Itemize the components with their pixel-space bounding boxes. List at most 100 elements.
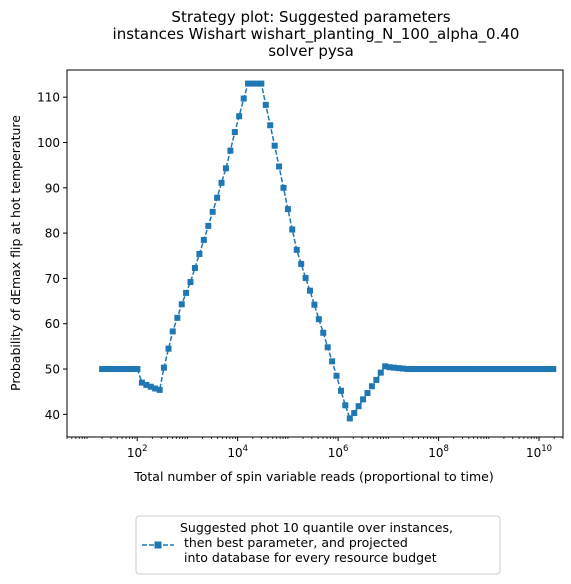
data-point <box>466 366 473 373</box>
x-tick-label: 106 <box>328 444 349 460</box>
y-tick-label: 110 <box>37 91 60 105</box>
data-point <box>479 366 486 373</box>
y-axis-label: Probability of dEmax flip at hot tempera… <box>8 115 23 391</box>
data-point <box>200 236 207 243</box>
chart-title-line-1: Strategy plot: Suggested parameters <box>171 8 450 26</box>
data-point <box>355 403 362 410</box>
data-point <box>368 383 375 390</box>
data-point <box>536 366 543 373</box>
data-point <box>302 274 309 281</box>
data-point <box>271 142 278 149</box>
data-point <box>417 366 424 373</box>
data-point <box>386 364 393 371</box>
legend-entry-label: Suggested phot 10 quantile over instance… <box>180 520 453 565</box>
data-point <box>426 366 433 373</box>
legend: Suggested phot 10 quantile over instance… <box>135 515 501 575</box>
series-layer <box>99 80 557 422</box>
data-point <box>306 287 313 294</box>
data-point <box>103 366 110 373</box>
data-point <box>444 366 451 373</box>
y-tick-label: 100 <box>37 136 60 150</box>
data-point <box>346 415 353 422</box>
chart-title-line-3: solver pysa <box>268 42 354 60</box>
plot-frame <box>66 69 564 438</box>
data-point <box>377 369 384 376</box>
data-point <box>143 381 150 388</box>
data-point <box>528 366 535 373</box>
data-point <box>231 129 238 136</box>
data-point <box>121 366 128 373</box>
legend-box <box>135 515 501 575</box>
data-point <box>399 365 406 372</box>
data-point <box>457 366 464 373</box>
data-point <box>492 366 499 373</box>
y-tick-label: 40 <box>45 408 60 422</box>
data-point <box>227 147 234 154</box>
x-tick-label: 104 <box>227 444 248 460</box>
data-point <box>408 366 415 373</box>
data-point <box>475 366 482 373</box>
data-point <box>311 301 318 308</box>
y-tick-label: 90 <box>45 181 60 195</box>
data-point <box>222 165 229 172</box>
data-point <box>541 366 548 373</box>
data-point <box>523 366 530 373</box>
data-point <box>298 260 305 267</box>
data-point <box>360 396 367 403</box>
x-axis-ticks: 102 104 106 108 1010 <box>66 437 564 460</box>
data-point <box>452 366 459 373</box>
data-point <box>253 80 260 87</box>
data-point <box>130 366 137 373</box>
data-point <box>510 366 517 373</box>
chart-title-line-2: instances Wishart wishart_planting_N_100… <box>113 25 520 44</box>
data-point <box>236 113 243 120</box>
data-point <box>289 226 296 233</box>
data-point <box>506 366 513 373</box>
data-point <box>342 402 349 409</box>
data-point <box>324 344 331 351</box>
data-point <box>422 366 429 373</box>
data-point <box>187 279 194 286</box>
data-point <box>333 372 340 379</box>
data-point <box>152 385 159 392</box>
y-tick-label: 60 <box>45 317 60 331</box>
x-axis-label: Total number of spin variable reads (pro… <box>133 469 494 484</box>
data-point <box>404 366 411 373</box>
data-point <box>99 366 106 373</box>
data-point <box>138 379 145 386</box>
data-point <box>519 366 526 373</box>
data-point <box>391 364 398 371</box>
data-point <box>262 101 269 108</box>
data-point <box>209 208 216 215</box>
data-point <box>483 366 490 373</box>
data-point <box>205 222 212 229</box>
data-point <box>501 366 508 373</box>
y-tick-label: 50 <box>45 363 60 377</box>
data-point <box>169 328 176 335</box>
data-point <box>315 316 322 323</box>
data-point <box>514 366 521 373</box>
data-point <box>160 364 167 371</box>
data-point <box>337 387 344 394</box>
data-point <box>174 314 181 321</box>
data-point <box>214 194 221 201</box>
data-point <box>435 366 442 373</box>
x-tick-label: 102 <box>127 444 148 460</box>
data-point <box>276 163 283 170</box>
data-point <box>373 376 380 383</box>
data-point <box>249 80 256 87</box>
data-point <box>258 80 265 87</box>
data-point <box>245 80 252 87</box>
data-point <box>284 206 291 213</box>
data-point <box>112 366 119 373</box>
data-point <box>165 345 172 352</box>
data-point <box>532 366 539 373</box>
data-point <box>267 122 274 129</box>
data-point <box>545 366 552 373</box>
data-point <box>470 366 477 373</box>
data-point <box>351 409 358 416</box>
data-point <box>461 366 468 373</box>
legend-marker-swatch <box>154 541 162 549</box>
data-point <box>147 383 154 390</box>
data-point <box>430 366 437 373</box>
